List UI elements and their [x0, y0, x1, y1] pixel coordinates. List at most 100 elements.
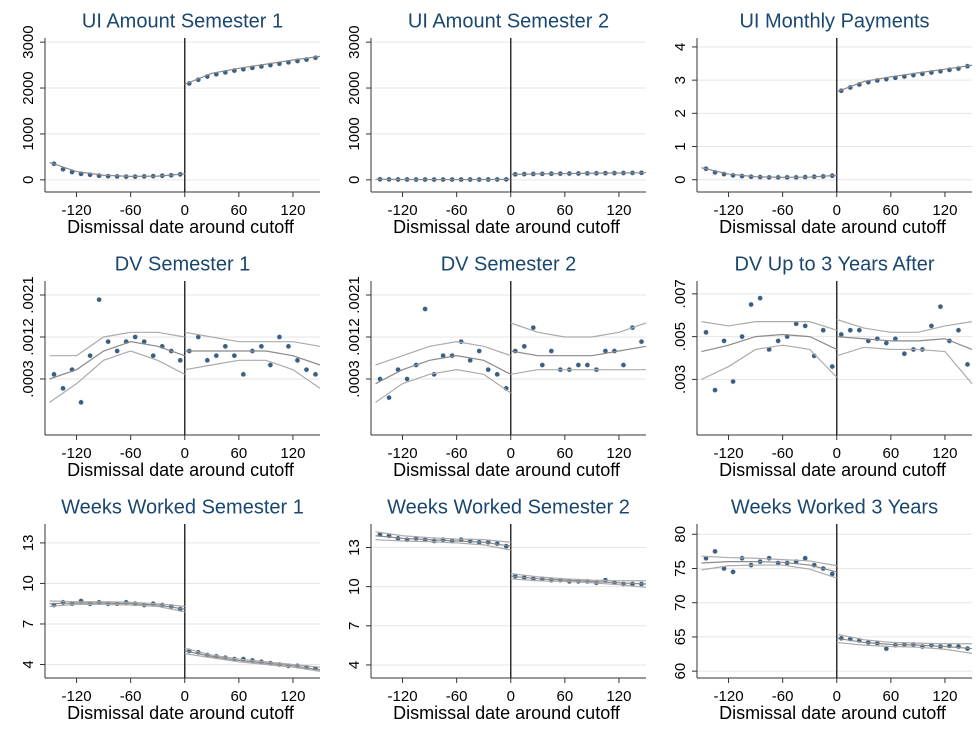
- point: [258, 343, 265, 350]
- point: [476, 348, 483, 354]
- x-tick-label: -120: [388, 445, 418, 462]
- fit-line: [701, 555, 972, 645]
- fit-line: [49, 603, 321, 672]
- y-tick-label: .0003: [20, 360, 37, 398]
- panel: DV Semester 1 .0003 .0012 .0021 -120 -60 0 60 12…: [20, 253, 321, 480]
- y-tick-label: 0: [672, 176, 689, 184]
- fit-line: [701, 561, 973, 650]
- y-tick-label: 0: [20, 176, 37, 184]
- x-tick-label: 0: [507, 202, 515, 219]
- x-tick-label: 120: [932, 202, 957, 219]
- chart-title: UI Amount Semester 2: [408, 10, 609, 32]
- panel: UI Amount Semester 2 0 1000 2000 3000 -120 -60…: [346, 10, 647, 237]
- x-tick-label: 60: [557, 202, 574, 219]
- point: [703, 329, 709, 336]
- x-axis-title: Dismissal date around cutoff: [719, 460, 947, 480]
- y-tick-label: .0021: [20, 276, 37, 314]
- x-tick-label: -60: [120, 445, 142, 462]
- x-tick-label: 60: [883, 202, 900, 219]
- point: [901, 350, 908, 357]
- panel: UI Amount Semester 1 0 1000 2000 3000 -120 -60…: [20, 10, 321, 237]
- y-tick-label: 2000: [346, 71, 363, 104]
- point: [105, 173, 112, 180]
- point: [620, 362, 627, 368]
- x-axis-title: Dismissal date around cutoff: [67, 217, 295, 237]
- fit-line: [701, 318, 973, 333]
- x-tick-label: 120: [932, 445, 957, 462]
- point: [775, 337, 782, 344]
- x-tick-label: -120: [62, 445, 92, 462]
- point: [285, 343, 292, 350]
- y-tick-label: 1: [672, 142, 689, 150]
- point: [312, 371, 319, 378]
- x-tick-label: -60: [446, 445, 468, 462]
- point: [294, 357, 301, 364]
- point: [638, 338, 645, 345]
- point: [548, 348, 555, 354]
- point: [51, 371, 57, 378]
- x-tick-label: 120: [606, 202, 631, 219]
- x-axis-title: Dismissal date around cutoff: [719, 703, 947, 723]
- point: [820, 327, 827, 334]
- panel: DV Semester 2 .0003 .0012 .0021 -120 -60 0 60 12…: [346, 253, 647, 480]
- point: [422, 306, 428, 312]
- x-tick-label: -60: [446, 688, 468, 705]
- x-tick-label: -120: [62, 688, 92, 705]
- point: [114, 348, 121, 354]
- y-tick-label: 4: [672, 43, 689, 51]
- point: [240, 371, 247, 378]
- fit-line: [49, 602, 321, 671]
- point: [964, 361, 971, 368]
- y-tick-label: 80: [672, 526, 689, 543]
- x-tick-label: -120: [714, 688, 744, 705]
- x-tick-label: 0: [507, 445, 515, 462]
- y-tick-label: 3: [672, 76, 689, 84]
- panel: UI Monthly Payments 0 1 2 3 4 -120 -60 0 60 120Dis…: [672, 10, 973, 237]
- x-tick-label: 60: [231, 202, 248, 219]
- y-tick-label: 10: [20, 575, 37, 592]
- point: [105, 338, 112, 345]
- fit-line: [49, 331, 321, 357]
- x-tick-label: 60: [231, 445, 248, 462]
- y-tick-label: .0012: [346, 318, 363, 356]
- point: [584, 362, 591, 368]
- x-axis-title: Dismissal date around cutoff: [393, 217, 621, 237]
- fit-line: [375, 369, 646, 403]
- y-tick-label: .005: [672, 322, 689, 351]
- fit-line: [375, 531, 646, 582]
- point: [730, 378, 736, 385]
- point: [955, 643, 962, 650]
- fit-line: [375, 535, 647, 585]
- point: [386, 394, 392, 401]
- x-axis-title: Dismissal date around cutoff: [67, 460, 295, 480]
- chart-title: Weeks Worked Semester 1: [61, 496, 304, 518]
- point: [431, 538, 438, 544]
- point: [730, 172, 736, 179]
- y-tick-label: 70: [672, 594, 689, 611]
- point: [60, 385, 66, 392]
- point: [847, 327, 854, 334]
- x-tick-label: -60: [120, 202, 142, 219]
- x-tick-label: -60: [446, 202, 468, 219]
- y-tick-label: 1000: [346, 117, 363, 150]
- chart-title: Weeks Worked 3 Years: [731, 496, 938, 518]
- point: [267, 362, 274, 368]
- x-tick-label: 60: [883, 445, 900, 462]
- fit-line: [49, 341, 321, 380]
- y-tick-label: 0: [346, 176, 363, 184]
- x-tick-label: 0: [181, 445, 189, 462]
- point: [928, 323, 935, 329]
- point: [494, 371, 501, 378]
- point: [177, 357, 184, 364]
- point: [222, 343, 229, 350]
- panel: Weeks Worked 3 Years 60 65 70 75 80 -120 -60 0 60…: [672, 496, 973, 723]
- point: [748, 301, 754, 308]
- point: [78, 399, 84, 406]
- x-axis-title: Dismissal date around cutoff: [719, 217, 947, 237]
- y-tick-label: 1000: [20, 117, 37, 150]
- point: [231, 352, 238, 359]
- point: [955, 327, 962, 334]
- point: [802, 323, 809, 329]
- x-tick-label: 120: [606, 688, 631, 705]
